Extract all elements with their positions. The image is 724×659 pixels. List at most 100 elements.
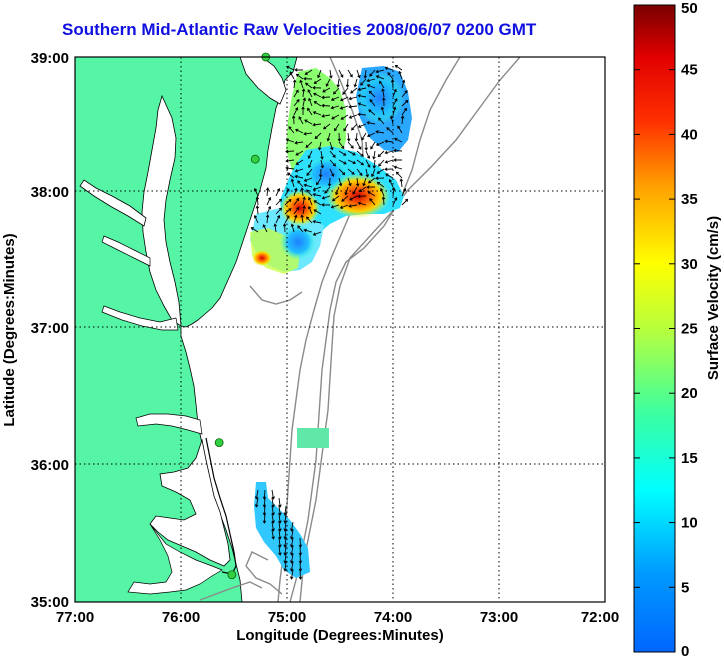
velocity-arrow — [297, 180, 304, 188]
velocity-arrow — [323, 123, 331, 130]
velocity-arrow — [384, 167, 394, 171]
velocity-arrow — [293, 99, 300, 107]
velocity-arrow — [283, 561, 287, 572]
velocity-arrow — [317, 69, 322, 79]
velocity-arrow — [322, 87, 331, 93]
velocity-arrow — [348, 96, 358, 101]
velocity-arrow — [289, 521, 294, 532]
velocity-arrow — [399, 178, 404, 188]
velocity-arrow — [330, 105, 340, 110]
velocity-arrow — [289, 537, 294, 548]
velocity-arrow — [285, 138, 295, 143]
velocity-arrow — [360, 78, 367, 86]
velocity-arrow — [370, 141, 376, 150]
velocity-arrow — [275, 207, 283, 215]
velocity-arrow — [313, 200, 322, 206]
velocity-arrow — [367, 191, 376, 197]
velocity-arrow — [306, 216, 313, 224]
velocity-arrow — [275, 198, 283, 206]
velocity-arrow — [338, 159, 347, 165]
velocity-arrow — [353, 78, 358, 88]
velocity-arrow — [278, 505, 282, 516]
velocity-arrow — [366, 132, 376, 138]
velocity-arrow — [384, 66, 394, 71]
velocity-arrow — [308, 159, 313, 169]
velocity-arrow — [295, 150, 304, 156]
velocity-arrow — [289, 545, 294, 556]
colorbar-tick-label: 45 — [681, 62, 698, 79]
velocity-arrow — [375, 75, 385, 80]
velocity-arrow — [364, 141, 368, 151]
velocity-arrow — [266, 205, 272, 215]
colorbar-tick-label: 30 — [681, 256, 698, 273]
velocity-arrow — [317, 141, 322, 151]
velocity-arrow — [368, 90, 376, 98]
velocity-arrow — [347, 168, 355, 175]
velocity-arrow — [313, 101, 322, 107]
x-tick-label: 74:00 — [374, 609, 412, 626]
velocity-arrow — [312, 86, 322, 90]
velocity-arrow — [295, 159, 304, 165]
velocity-arrow — [303, 132, 313, 136]
velocity-arrow — [400, 115, 405, 125]
velocity-arrow — [318, 168, 323, 178]
velocity-arrow — [278, 513, 282, 524]
velocity-arrow — [348, 114, 358, 119]
velocity-arrow — [293, 107, 299, 116]
velocity-arrow — [372, 159, 377, 169]
velocity-arrow — [397, 125, 403, 134]
velocity-arrow — [378, 159, 385, 167]
velocity-arrow — [387, 72, 394, 80]
velocity-arrow — [288, 126, 295, 134]
velocity-arrow — [321, 103, 331, 108]
velocity-region-far-south — [254, 482, 310, 578]
velocity-arrow — [302, 97, 307, 107]
velocity-arrow — [329, 168, 335, 177]
velocity-arrow — [375, 176, 385, 180]
velocity-arrow — [375, 130, 385, 134]
velocity-arrow — [368, 109, 376, 116]
james-river — [101, 305, 179, 331]
velocity-arrow — [375, 69, 385, 74]
velocity-patch-mid — [297, 428, 329, 448]
velocity-arrow — [284, 199, 292, 206]
velocity-arrow — [303, 77, 313, 81]
station-marker — [214, 438, 224, 447]
velocity-cool-central — [304, 156, 348, 192]
velocity-arrow — [378, 117, 385, 125]
velocity-arrow — [380, 106, 385, 116]
velocity-arrow — [271, 489, 275, 500]
velocity-arrow — [305, 141, 313, 148]
velocity-arrow — [293, 206, 300, 215]
velocity-arrow — [356, 159, 365, 166]
velocity-arrow — [376, 181, 385, 188]
velocity-arrow — [338, 69, 344, 78]
velocity-arrow — [321, 95, 331, 100]
velocity-arrow — [347, 69, 353, 78]
velocity-arrow — [366, 121, 376, 125]
velocity-arrow — [336, 78, 340, 88]
y-tick-label: 37:00 — [31, 320, 69, 337]
velocity-arrow — [339, 105, 349, 110]
velocity-hotspot-south — [252, 250, 272, 266]
velocity-arrow — [295, 73, 304, 80]
velocity-arrow — [389, 115, 394, 125]
velocity-arrow — [312, 123, 322, 127]
velocity-arrow — [307, 205, 313, 215]
x-tick-label: 76:00 — [162, 609, 200, 626]
velocity-arrow — [273, 223, 277, 233]
velocity-arrow — [381, 196, 386, 206]
velocity-arrow — [262, 489, 267, 500]
velocity-arrow — [356, 69, 361, 79]
velocity-arrow — [283, 521, 287, 532]
grid-lines — [75, 57, 605, 602]
velocity-arrow — [278, 521, 282, 532]
velocity-arrow — [392, 106, 397, 116]
velocity-arrow — [394, 65, 403, 71]
y-tick-labels: 39:00 38:00 37:00 36:00 35:00 — [31, 50, 69, 611]
velocity-arrow — [386, 127, 394, 134]
colorbar-tick-label: 5 — [681, 579, 689, 596]
velocity-arrow — [338, 177, 343, 187]
velocity-arrow — [303, 177, 313, 182]
velocity-arrow — [392, 98, 398, 107]
